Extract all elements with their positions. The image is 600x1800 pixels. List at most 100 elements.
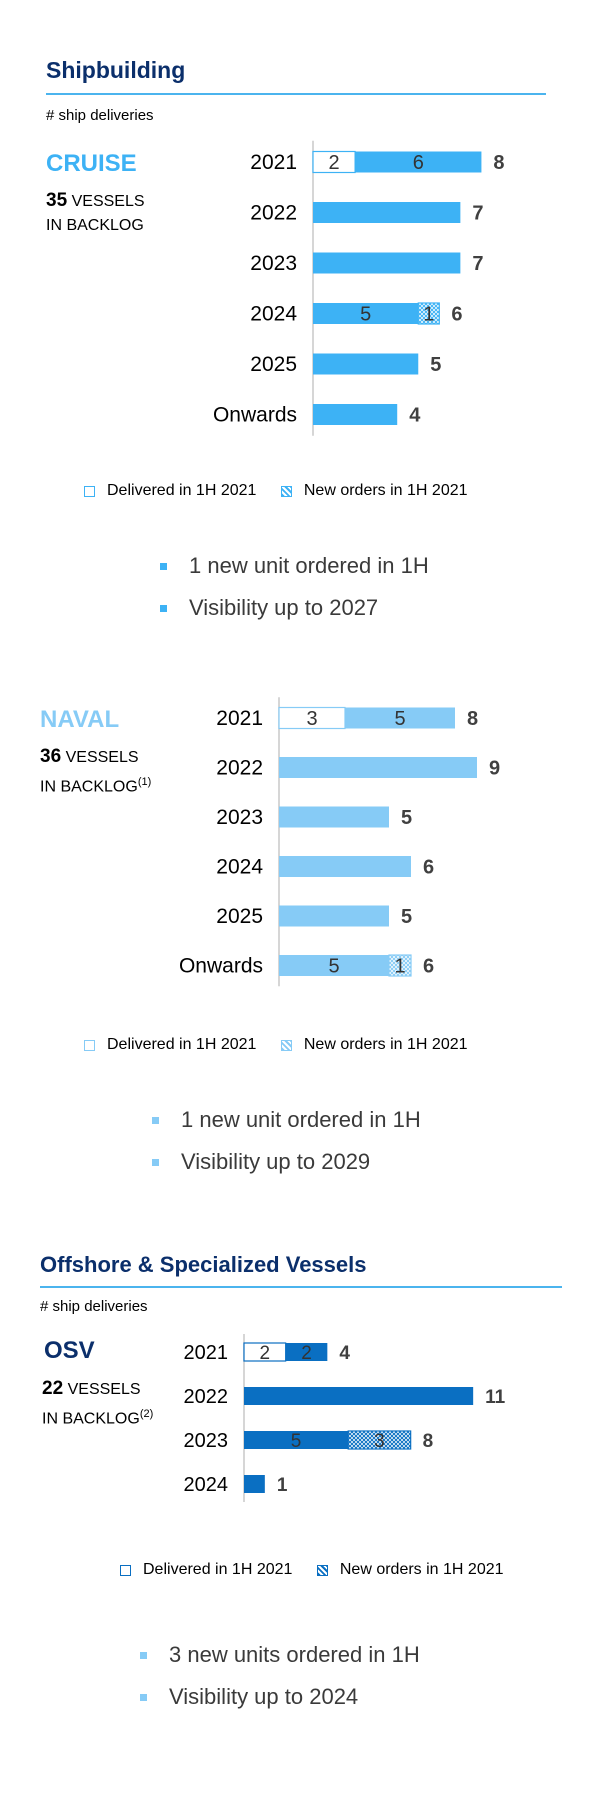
category-label: 2024 [250,303,297,326]
backlog-label: IN BACKLOG [40,778,138,796]
legend-label-new-orders: New orders in 1H 2021 [339,1561,504,1578]
section-title-shipbuilding: Shipbuilding [46,57,186,83]
backlog-label: IN BACKLOG [46,217,144,234]
total-label: 8 [423,1431,434,1452]
category-label: 2025 [250,353,297,376]
bullet-item: 3 new units ordered in 1H [140,1634,420,1676]
legend-osv: Delivered in 1H 2021 New orders in 1H 20… [120,1561,524,1581]
total-label: 11 [485,1387,506,1408]
total-label: 8 [467,708,478,730]
backlog-count: 35 [46,190,68,211]
backlog-info-osv: 22 VESSELS IN BACKLOG(2) [42,1377,153,1431]
total-label: 7 [472,253,483,275]
backlog-label: IN BACKLOG [42,1410,140,1428]
category-label: Onwards [213,404,297,427]
backlog-label: VESSELS [71,193,145,210]
bullet-item: Visibility up to 2029 [152,1141,421,1183]
osv-deliveries-chart: 2021 2 2 4 2022 11 2023 5 3 8 2024 1 [184,1334,506,1502]
section-title-offshore: Offshore & Specialized Vessels [40,1252,367,1277]
legend-swatch-delivered [84,485,95,497]
category-label: 2021 [250,151,297,174]
footnote-marker: (2) [139,1408,154,1420]
legend-swatch-new-orders [316,1564,328,1576]
legend-label-delivered: Delivered in 1H 2021 [143,1561,293,1578]
backlog-count: 36 [40,746,62,767]
legend-swatch-delivered [84,1039,95,1051]
total-label: 4 [339,1343,350,1364]
data-label: 2 [301,1343,312,1364]
bar-segment-backlog [244,1431,349,1449]
total-label: 5 [401,807,412,829]
total-label: 6 [451,304,462,326]
legend-item-new-orders: New orders in 1H 2021 [280,482,468,500]
category-label: 2025 [216,905,263,928]
bullet-square-icon [160,562,167,570]
bar-segment-backlog [279,806,389,828]
legend-label-delivered: Delivered in 1H 2021 [107,482,257,499]
total-label: 5 [430,354,441,376]
legend-swatch-new-orders [280,1039,292,1051]
bullets-osv: 3 new units ordered in 1H Visibility up … [140,1634,420,1718]
bullet-square-icon [140,1693,147,1701]
bar-segment-backlog [313,404,398,425]
legend-naval: Delivered in 1H 2021 New orders in 1H 20… [84,1036,488,1056]
category-label: 2022 [184,1386,229,1408]
data-label: 6 [413,152,424,174]
legend-label-new-orders: New orders in 1H 2021 [303,482,468,499]
data-label: 5 [360,304,371,326]
legend-cruise: Delivered in 1H 2021 New orders in 1H 20… [84,482,488,502]
data-label: 2 [260,1343,271,1364]
data-label: 2 [328,152,339,174]
bullet-item: 1 new unit ordered in 1H [160,545,429,587]
bullet-item: 1 new unit ordered in 1H [152,1099,421,1141]
bullet-item: Visibility up to 2027 [160,587,429,629]
category-label: 2022 [216,757,263,780]
section-divider [40,1286,562,1288]
segment-title-cruise: CRUISE [46,150,137,177]
data-label: 3 [374,1431,385,1452]
backlog-count: 22 [42,1378,64,1399]
bullet-text: 1 new unit ordered in 1H [189,553,429,578]
bar-segment-new-orders [417,302,440,325]
data-label: 5 [394,708,405,730]
data-label: 5 [291,1431,302,1452]
total-label: 7 [472,203,483,225]
category-label: 2021 [184,1342,229,1364]
bullets-naval: 1 new unit ordered in 1H Visibility up t… [152,1099,421,1183]
category-label: 2024 [216,856,263,879]
legend-item-new-orders: New orders in 1H 2021 [280,1036,468,1054]
footnote-marker: (1) [137,776,152,788]
data-label: 1 [423,304,434,326]
legend-label-delivered: Delivered in 1H 2021 [107,1036,257,1053]
total-label: 6 [423,857,434,879]
bar-segment-new-orders [388,954,412,977]
bar-segment-backlog [313,303,419,324]
subtitle-ship-deliveries: # ship deliveries [40,1298,148,1315]
bullet-text: 1 new unit ordered in 1H [181,1107,421,1132]
section-divider [46,93,546,95]
backlog-info-cruise: 35 VESSELS IN BACKLOG [46,189,145,238]
bullet-square-icon [140,1651,147,1659]
category-label: 2023 [216,806,263,829]
total-label: 6 [423,956,434,978]
bullet-item: Visibility up to 2024 [140,1676,420,1718]
bar-segment-new-orders [347,1430,412,1450]
total-label: 5 [401,906,412,928]
bullet-square-icon [160,604,167,612]
total-label: 9 [489,758,500,780]
bar-segment-backlog [279,856,411,877]
data-label: 1 [394,956,405,978]
bar-segment-backlog [279,955,389,976]
backlog-info-naval: 36 VESSELS IN BACKLOG(1) [40,745,151,799]
legend-label-new-orders: New orders in 1H 2021 [303,1036,468,1053]
bar-segment-backlog [279,757,477,778]
bullet-square-icon [152,1116,159,1124]
legend-item-delivered: Delivered in 1H 2021 [84,1036,256,1054]
bullet-text: Visibility up to 2027 [189,595,379,620]
category-label: 2022 [250,202,297,225]
bullet-square-icon [152,1158,159,1166]
category-label: 2024 [184,1474,229,1496]
subtitle-ship-deliveries: # ship deliveries [46,107,154,124]
